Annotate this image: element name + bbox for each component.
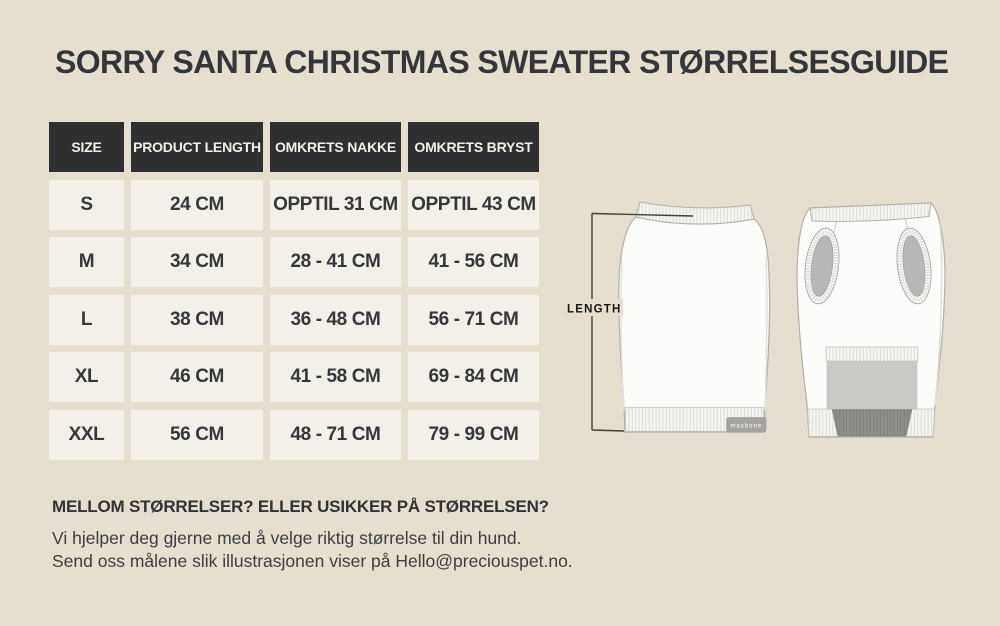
table-cell-length-l: 38 CM [131,294,263,345]
table-cell-size-m: M [49,237,124,287]
table-cell-nakke-l: 36 - 48 CM [270,294,401,345]
table-cell-size-xl: XL [49,352,124,402]
footer-heading: MELLOM STØRRELSER? ELLER USIKKER PÅ STØR… [52,497,549,516]
brand-tag: maxbone [726,417,767,433]
table-cell-bryst-xl: 69 - 84 CM [408,352,539,402]
table-cell-bryst-s: OPPTIL 43 CM [408,179,539,230]
table-cell-length-xl: 46 CM [131,352,263,402]
length-label-backplate [563,299,623,316]
footer-help-text: Vi hjelper deg gjerne med å velge riktig… [52,527,573,573]
table-header-size: SIZE [49,122,124,172]
underside-dark-hem [831,408,913,437]
table-cell-length-s: 24 CM [131,179,263,230]
table-cell-size-s: S [49,179,124,230]
table-cell-nakke-xl: 41 - 58 CM [270,352,401,402]
footer-line-2: Send oss målene slik illustrasjonen vise… [52,551,573,571]
belly-panel [826,360,918,410]
length-arrow [591,212,694,432]
table-cell-size-xxl: XXL [49,409,124,460]
table-header-bryst: OMKRETS BRYST [408,122,539,172]
size-table: SIZE PRODUCT LENGTH OMKRETS NAKKE OMKRET… [49,122,539,460]
sweater-underside-view [796,202,946,438]
table-cell-length-xxl: 56 CM [131,409,263,460]
table-cell-length-m: 34 CM [131,237,263,287]
sweater-back-view: maxbone [618,201,771,433]
table-header-nakke: OMKRETS NAKKE [270,122,401,172]
table-header-length: PRODUCT LENGTH [131,122,263,172]
table-cell-bryst-m: 41 - 56 CM [408,237,539,287]
table-cell-size-l: L [49,294,124,345]
leg-hole-right [896,227,932,305]
table-cell-nakke-s: OPPTIL 31 CM [270,179,401,230]
footer-line-1: Vi hjelper deg gjerne med å velge riktig… [52,528,522,548]
length-label: LENGTH [567,304,621,316]
belly-rib-band [825,346,919,362]
table-cell-bryst-xxl: 79 - 99 CM [408,409,539,460]
brand-tag-label: maxbone [730,424,762,430]
page-title: SORRY SANTA CHRISTMAS SWEATER STØRRELSES… [55,44,949,80]
table-cell-nakke-m: 28 - 41 CM [270,237,401,287]
table-cell-nakke-xxl: 48 - 71 CM [270,409,401,460]
collar-rib-band [635,201,755,225]
sweater-measurement-illustration: maxbone LENGTH [563,201,946,438]
leg-hole-left [804,227,840,305]
underside-collar-rib [809,202,932,222]
table-cell-bryst-l: 56 - 71 CM [408,294,539,345]
